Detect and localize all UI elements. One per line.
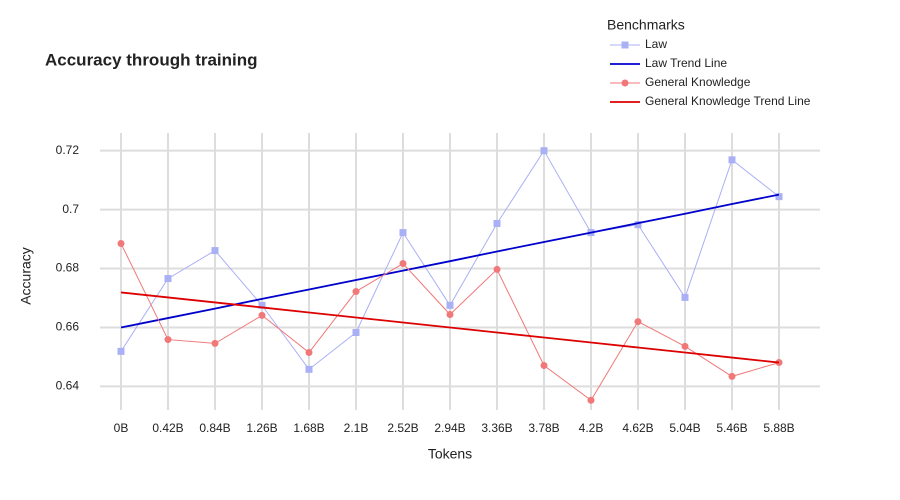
series: [120, 291, 780, 364]
marker: [305, 365, 313, 373]
marker: [587, 396, 595, 404]
marker: [305, 349, 313, 357]
marker: [634, 318, 642, 326]
x-tick-label: 3.78B: [528, 421, 559, 435]
y-tick-label: 0.64: [56, 379, 80, 393]
x-tick-label: 3.36B: [481, 421, 512, 435]
marker: [540, 362, 548, 370]
x-tick-label: 5.88B: [763, 421, 794, 435]
y-tick-label: 0.66: [56, 320, 80, 334]
series: [117, 240, 783, 404]
marker: [399, 229, 407, 237]
x-tick-label: 5.46B: [716, 421, 747, 435]
marker: [117, 347, 125, 355]
marker: [540, 147, 548, 155]
marker: [775, 193, 783, 201]
marker: [681, 342, 689, 350]
marker: [352, 328, 360, 336]
x-tick-label: 0.42B: [152, 421, 183, 435]
trend-line: [120, 193, 780, 329]
legend-label: Law Trend Line: [645, 56, 727, 70]
x-tick-label: 2.1B: [344, 421, 369, 435]
y-axis-label: Accuracy: [18, 247, 34, 305]
x-tick-label: 0B: [114, 421, 129, 435]
x-tick-label: 5.04B: [669, 421, 700, 435]
marker: [728, 156, 736, 164]
legend-marker: [621, 79, 629, 87]
x-tick-label: 4.2B: [579, 421, 604, 435]
chart-title: Accuracy through training: [45, 50, 258, 69]
legend-label: Law: [645, 37, 667, 51]
x-tick-label: 1.68B: [293, 421, 324, 435]
series: [120, 193, 780, 329]
x-tick-label: 4.62B: [622, 421, 653, 435]
marker: [258, 311, 266, 319]
legend-label: General Knowledge: [645, 75, 751, 89]
marker: [728, 372, 736, 380]
marker: [211, 247, 219, 255]
marker: [446, 301, 454, 309]
y-tick-label: 0.7: [62, 202, 79, 216]
marker: [399, 260, 407, 268]
trend-line: [120, 291, 780, 364]
marker: [164, 275, 172, 283]
marker: [258, 301, 266, 309]
x-tick-label: 0.84B: [199, 421, 230, 435]
grid: [100, 133, 820, 410]
marker: [164, 336, 172, 344]
x-tick-label: 2.94B: [434, 421, 465, 435]
legend-label: General Knowledge Trend Line: [645, 94, 811, 108]
x-tick-label: 2.52B: [387, 421, 418, 435]
legend-marker: [621, 41, 629, 49]
marker: [493, 265, 501, 273]
marker: [446, 311, 454, 319]
marker: [352, 288, 360, 296]
y-tick-label: 0.68: [56, 261, 80, 275]
legend: Benchmarks Law Law Trend Line General Knowl…: [607, 17, 811, 108]
x-axis-label: Tokens: [428, 446, 472, 462]
legend-title: Benchmarks: [607, 17, 685, 33]
y-tick-label: 0.72: [56, 143, 80, 157]
marker: [117, 240, 125, 248]
x-tick-label: 1.26B: [246, 421, 277, 435]
marker: [681, 293, 689, 301]
marker: [211, 339, 219, 347]
marker: [493, 219, 501, 227]
marker: [634, 221, 642, 229]
